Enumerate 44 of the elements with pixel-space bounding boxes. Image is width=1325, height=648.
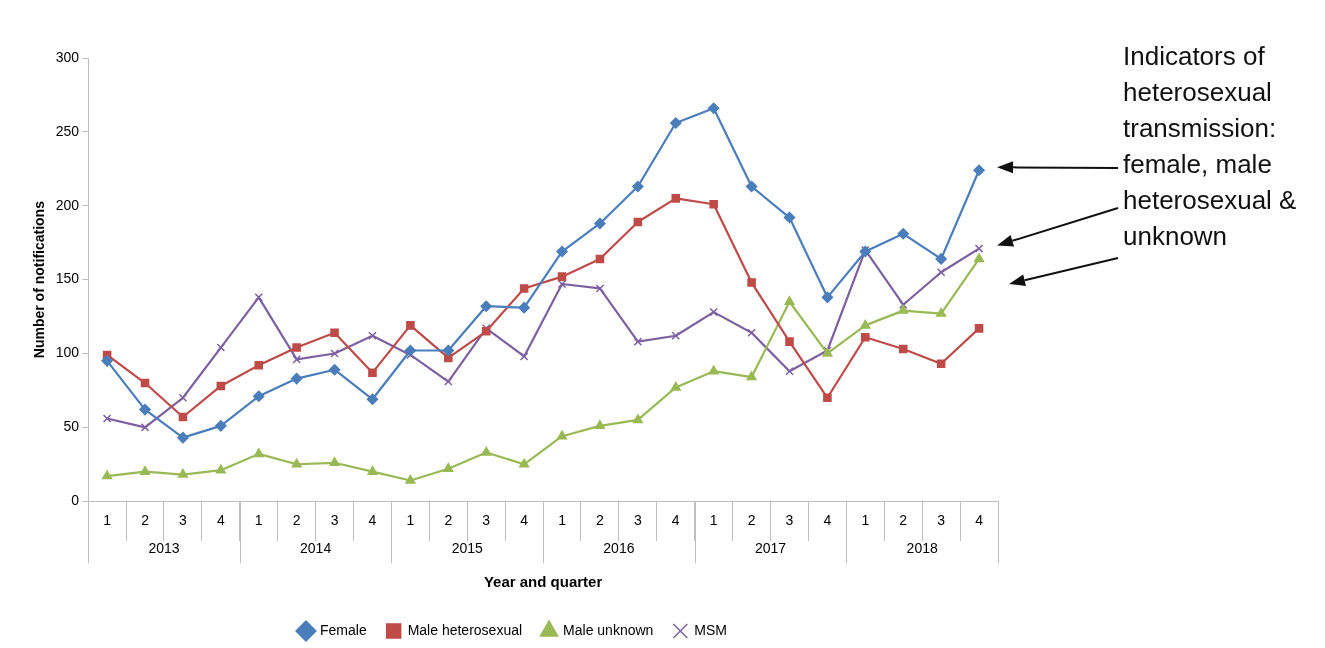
- x-tick-label: 2: [444, 512, 453, 529]
- x-tick-label: 2: [747, 512, 756, 529]
- text: 2017: [754, 540, 787, 557]
- x-tick-label: 1: [406, 512, 415, 529]
- text: 2013: [148, 540, 180, 557]
- x-tick-label: 4: [975, 512, 984, 529]
- text: 2018: [906, 540, 938, 557]
- x-tick-label: 1: [103, 512, 112, 529]
- legend-label: Male unknown: [563, 621, 654, 638]
- x-tick-label: 3: [330, 512, 339, 529]
- x-tick-label: 4: [823, 512, 832, 529]
- x-tick-label: 4: [671, 512, 680, 529]
- x-tick-label: 1: [254, 512, 263, 529]
- legend-label: MSM: [694, 621, 728, 638]
- x-tick-label: 3: [785, 512, 794, 529]
- x-tick-label: 1: [861, 512, 870, 529]
- y-tick-label: 150: [55, 270, 80, 287]
- text: 2015: [451, 540, 484, 557]
- text: 2016: [603, 540, 635, 557]
- x-tick-label: 4: [520, 512, 529, 529]
- legend-label: Female: [319, 621, 367, 638]
- x-tick-label: 4: [368, 512, 377, 529]
- x-tick-label: 2: [141, 512, 150, 529]
- x-tick-label: 1: [709, 512, 718, 529]
- x-tick-label: 2: [596, 512, 605, 529]
- y-axis-title: Number of notifications: [31, 200, 48, 359]
- y-tick-label: 250: [55, 122, 80, 139]
- y-tick-label: 50: [63, 418, 80, 435]
- x-tick-label: 2: [899, 512, 908, 529]
- x-tick-label: 3: [482, 512, 491, 529]
- x-tick-label: 3: [633, 512, 642, 529]
- text: Indicators of heterosexual transmission: female, male heterosexual & unknown: [1123, 40, 1298, 253]
- x-tick-label: 2: [292, 512, 301, 529]
- x-axis-title: Year and quarter: [483, 573, 603, 591]
- legend-label: Male heterosexual: [407, 621, 523, 638]
- x-tick-label: 1: [558, 512, 567, 529]
- text: 2014: [300, 540, 332, 557]
- x-tick-label: 4: [216, 512, 225, 529]
- y-tick-label: 100: [55, 344, 80, 361]
- y-tick-label: 200: [55, 196, 80, 213]
- y-tick-label: 300: [55, 48, 80, 65]
- x-tick-label: 3: [179, 512, 188, 529]
- x-tick-label: 3: [937, 512, 946, 529]
- y-tick-label: 0: [71, 492, 80, 509]
